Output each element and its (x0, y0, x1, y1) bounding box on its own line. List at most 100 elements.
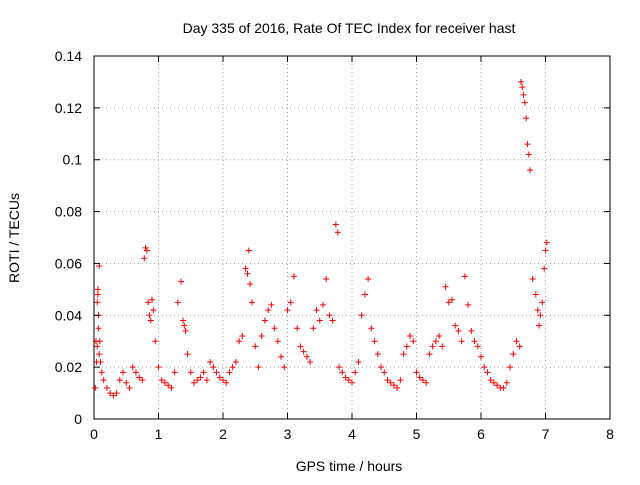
data-point (113, 390, 120, 397)
data-point (143, 247, 150, 254)
data-point (210, 364, 217, 371)
data-point (182, 327, 189, 334)
data-point (461, 273, 468, 280)
data-point (361, 291, 368, 298)
data-point (494, 382, 501, 389)
x-tick-label: 3 (284, 426, 292, 442)
data-point (529, 275, 536, 282)
data-point (207, 358, 214, 365)
data-point (432, 338, 439, 345)
data-point (229, 364, 236, 371)
data-point (242, 265, 249, 272)
data-point (468, 327, 475, 334)
data-point (416, 374, 423, 381)
data-point (146, 312, 153, 319)
data-point (100, 377, 107, 384)
data-point (439, 343, 446, 350)
data-point (107, 390, 114, 397)
data-point (120, 369, 127, 376)
data-point (92, 384, 99, 391)
data-point (523, 115, 530, 122)
data-point (174, 299, 181, 306)
y-axis-label: ROTI / TECUs (6, 193, 22, 283)
data-point (336, 364, 343, 371)
data-point (258, 333, 265, 340)
data-point (247, 281, 254, 288)
data-point (352, 369, 359, 376)
data-point (490, 379, 497, 386)
data-point (187, 369, 194, 376)
data-point (261, 317, 268, 324)
data-point (110, 392, 117, 399)
axes: 0 1 2 3 4 5 6 7 8 0 0.02 0.04 0.06 0.08 0.1 0.12 0.14 (55, 48, 614, 442)
y-tick-label: 0.12 (55, 100, 82, 116)
data-point (184, 351, 191, 358)
data-point (147, 317, 154, 324)
data-point (500, 384, 507, 391)
data-point (96, 263, 103, 270)
grid (94, 56, 610, 419)
data-point (334, 229, 341, 236)
data-point (436, 333, 443, 340)
data-point (265, 307, 272, 314)
data-point (507, 364, 514, 371)
data-point (98, 369, 105, 376)
data-point (390, 382, 397, 389)
data-point (307, 358, 314, 365)
data-point (381, 369, 388, 376)
y-tick-label: 0.14 (55, 48, 82, 64)
data-point (171, 369, 178, 376)
y-tick-label: 0.1 (63, 152, 83, 168)
data-point (95, 325, 102, 332)
data-point (541, 265, 548, 272)
data-point (294, 325, 301, 332)
data-point (158, 377, 165, 384)
data-point (255, 364, 262, 371)
data-point (387, 379, 394, 386)
data-point (190, 379, 197, 386)
data-point (145, 299, 152, 306)
data-point (537, 312, 544, 319)
data-point (519, 84, 526, 91)
data-point (487, 377, 494, 384)
data-point (525, 151, 532, 158)
data-point (458, 338, 465, 345)
x-tick-label: 1 (155, 426, 163, 442)
data-point (374, 351, 381, 358)
data-point (510, 351, 517, 358)
data-point (244, 270, 251, 277)
data-point (471, 338, 478, 345)
data-point (543, 239, 550, 246)
data-point (358, 312, 365, 319)
data-point (403, 343, 410, 350)
data-point (371, 338, 378, 345)
data-point (149, 296, 156, 303)
data-point (274, 338, 281, 345)
data-point (103, 384, 110, 391)
data-point (155, 364, 162, 371)
data-point (132, 369, 139, 376)
data-point (513, 338, 520, 345)
data-point (323, 275, 330, 282)
data-point (503, 379, 510, 386)
data-point (123, 379, 130, 386)
data-point (180, 317, 187, 324)
data-point (365, 275, 372, 282)
data-point (349, 379, 355, 386)
data-point (226, 369, 233, 376)
data-point (410, 338, 417, 345)
data-point (203, 377, 210, 384)
data-point (429, 343, 436, 350)
data-point (220, 377, 226, 384)
x-tick-label: 4 (348, 426, 356, 442)
data-point (284, 307, 291, 314)
data-point (345, 377, 352, 384)
data-point (452, 322, 459, 329)
data-point (378, 364, 385, 371)
y-tick-label: 0.04 (55, 307, 82, 323)
data-point (394, 384, 401, 391)
data-point (474, 343, 481, 350)
data-point (532, 291, 539, 298)
data-point (481, 364, 488, 371)
data-point (465, 301, 472, 308)
